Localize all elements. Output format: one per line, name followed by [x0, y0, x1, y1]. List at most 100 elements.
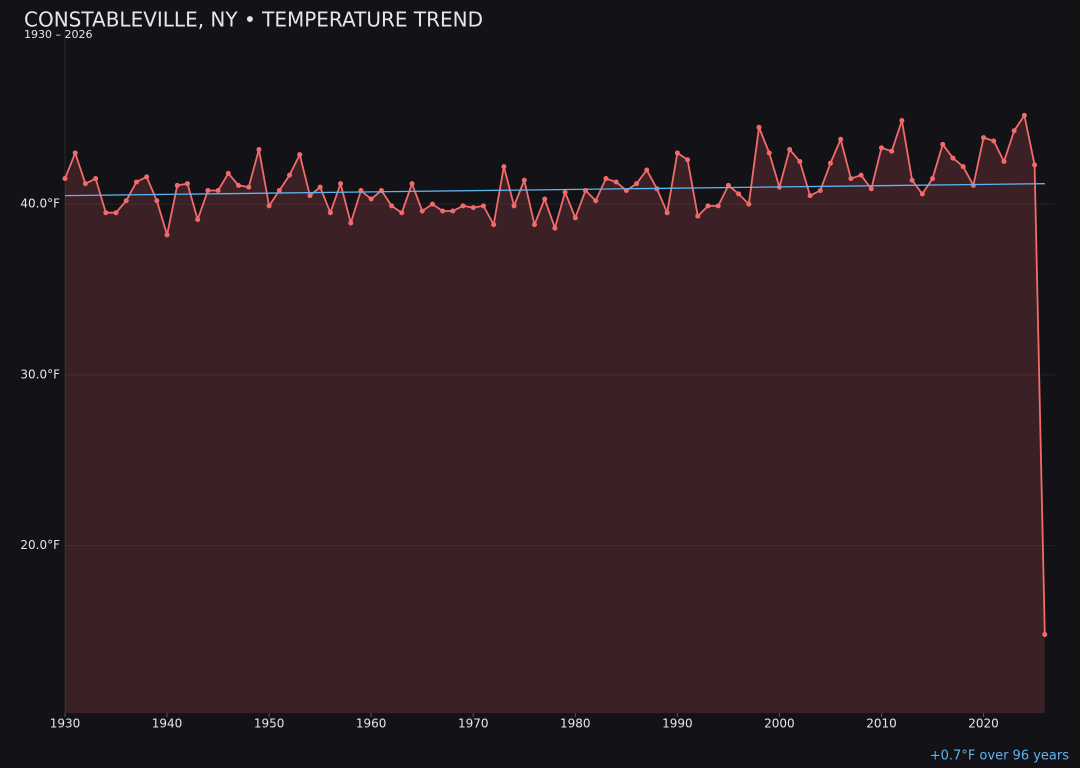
point	[562, 189, 568, 195]
point	[899, 117, 905, 123]
trend-line	[64, 183, 1045, 197]
point	[276, 188, 282, 194]
point	[501, 164, 507, 170]
x-tick-label: 1930	[50, 717, 81, 731]
point	[838, 136, 844, 142]
point	[644, 167, 650, 173]
x-tick-label: 1970	[458, 717, 489, 731]
point	[236, 182, 242, 188]
point	[1032, 162, 1038, 168]
point	[715, 203, 721, 209]
point	[491, 222, 497, 228]
point	[858, 172, 864, 178]
point	[256, 147, 262, 153]
point	[552, 225, 558, 231]
x-tick-label: 1990	[662, 717, 693, 731]
point	[613, 179, 619, 185]
point	[103, 210, 109, 216]
point	[82, 181, 88, 187]
trend-annotation: +0.7°F over 96 years	[930, 749, 1069, 764]
point	[521, 177, 527, 183]
point	[327, 210, 333, 216]
point	[389, 203, 395, 209]
x-tick-label: 1950	[254, 717, 285, 731]
point	[419, 208, 425, 214]
point	[154, 198, 160, 204]
point	[685, 157, 691, 163]
x-tick-label: 1940	[152, 717, 183, 731]
point	[1011, 128, 1017, 134]
point	[460, 203, 466, 209]
point	[440, 208, 446, 214]
y-tick-label: 40.0°F	[20, 197, 60, 211]
point	[868, 186, 874, 192]
point	[317, 184, 323, 190]
point	[674, 150, 680, 156]
point	[133, 179, 139, 185]
point	[807, 193, 813, 199]
point	[756, 124, 762, 130]
point	[480, 203, 486, 209]
point	[174, 182, 180, 188]
chart-subtitle: 1930 – 2026	[24, 28, 92, 41]
point	[287, 172, 293, 178]
point	[93, 176, 99, 182]
point	[450, 208, 456, 214]
point	[950, 155, 956, 161]
point	[399, 210, 405, 216]
y-tick-label: 30.0°F	[20, 367, 60, 381]
point	[919, 191, 925, 197]
y-tick-label: 20.0°F	[20, 538, 60, 552]
point	[930, 176, 936, 182]
point	[542, 196, 548, 202]
point	[817, 188, 823, 194]
point	[634, 181, 640, 187]
x-tick-label: 1980	[560, 717, 591, 731]
point	[746, 201, 752, 207]
point	[266, 203, 272, 209]
point	[297, 152, 303, 158]
point	[787, 147, 793, 153]
point	[797, 158, 803, 164]
point	[144, 174, 150, 180]
point	[225, 170, 231, 176]
point	[113, 210, 119, 216]
area	[65, 115, 1045, 713]
x-tick-label: 2020	[968, 717, 999, 731]
point	[889, 148, 895, 154]
point	[205, 188, 211, 194]
point	[603, 176, 609, 182]
point	[909, 177, 915, 183]
point	[664, 210, 670, 216]
point	[572, 215, 578, 221]
point	[123, 198, 129, 204]
point	[766, 150, 772, 156]
point	[695, 213, 701, 219]
point	[195, 217, 201, 223]
point	[470, 205, 476, 211]
point	[215, 188, 221, 194]
x-tick-label: 2000	[764, 717, 795, 731]
point	[531, 222, 537, 228]
point	[307, 193, 313, 199]
point	[429, 201, 435, 207]
point	[593, 198, 599, 204]
x-tick-label: 2010	[866, 717, 897, 731]
point	[348, 220, 354, 226]
point	[940, 141, 946, 147]
point	[848, 176, 854, 182]
point	[1021, 112, 1027, 118]
point	[338, 181, 344, 187]
point	[511, 203, 517, 209]
point	[62, 176, 68, 182]
point	[878, 145, 884, 151]
point	[409, 181, 415, 187]
point	[981, 135, 987, 141]
point	[184, 181, 190, 187]
point	[725, 182, 731, 188]
chart-title: CONSTABLEVILLE, NY • TEMPERATURE TREND	[24, 8, 483, 32]
x-tick-label: 1960	[356, 717, 387, 731]
point	[827, 160, 833, 166]
point	[164, 232, 170, 238]
